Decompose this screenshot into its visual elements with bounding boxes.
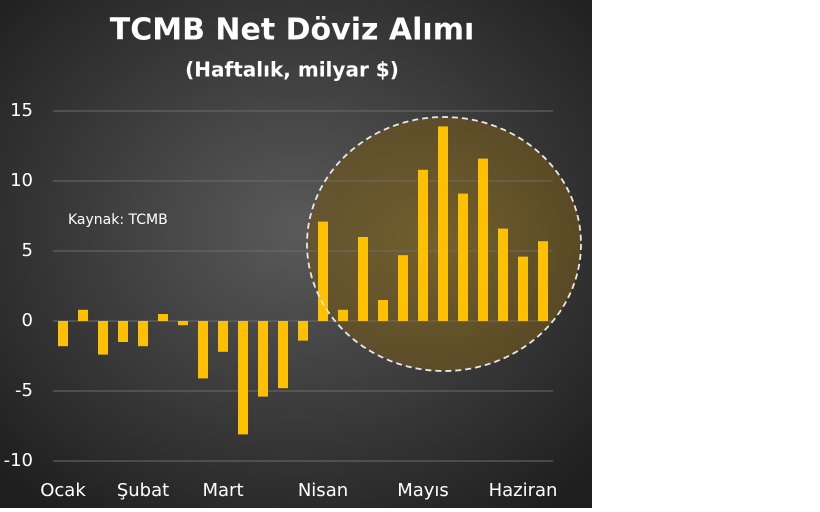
y-tick-label: -10	[4, 450, 33, 471]
bar	[118, 321, 128, 342]
x-tick-label: Ocak	[40, 480, 86, 501]
annotation: Kaynak: TCMB	[68, 212, 168, 228]
bar	[438, 126, 448, 322]
x-tick-label: Haziran	[489, 480, 558, 501]
x-tick-label: Mayıs	[397, 480, 449, 501]
x-tick-label: Şubat	[117, 480, 169, 501]
x-tick-label: Mart	[202, 480, 243, 501]
bar	[58, 321, 68, 347]
y-tick-label: -5	[15, 380, 33, 401]
bar	[218, 321, 228, 352]
y-tick-label: 15	[10, 100, 33, 121]
bar	[518, 256, 528, 321]
bar	[458, 193, 468, 321]
bar	[98, 321, 108, 355]
chart-title: TCMB Net Döviz Alımı	[110, 13, 474, 48]
bar	[498, 228, 508, 321]
plot: -10 -5 0 5 10 15 Ocak Şubat Mart Nisan Mayıs Hazira…	[4, 100, 558, 501]
y-tick-label: 5	[22, 240, 33, 261]
bar	[318, 221, 328, 321]
bar	[178, 321, 188, 326]
highlight-outline	[306, 116, 582, 372]
y-tick-label: 0	[22, 310, 33, 331]
bar	[358, 237, 368, 321]
bar	[198, 321, 208, 379]
x-tick-label: Nisan	[298, 480, 348, 501]
bar	[258, 321, 268, 397]
bar	[78, 309, 88, 321]
bar	[378, 300, 388, 321]
bar	[478, 158, 488, 321]
bar	[538, 241, 548, 321]
bar	[138, 321, 148, 347]
bar	[398, 255, 408, 321]
bar	[298, 321, 308, 341]
bar	[278, 321, 288, 389]
bar	[158, 314, 168, 321]
bar	[338, 309, 348, 321]
bar	[238, 321, 248, 435]
y-tick-label: 10	[10, 170, 33, 191]
chart-subtitle: (Haftalık, milyar $)	[185, 58, 399, 82]
bar	[418, 169, 428, 321]
